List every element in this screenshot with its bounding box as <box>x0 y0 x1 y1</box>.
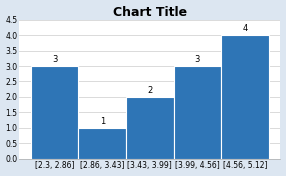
Text: 4: 4 <box>242 24 247 33</box>
Bar <box>78 128 126 159</box>
Bar <box>126 97 174 159</box>
Text: 1: 1 <box>100 117 105 126</box>
Bar <box>31 66 78 159</box>
Text: 3: 3 <box>194 55 200 64</box>
Text: 3: 3 <box>52 55 57 64</box>
Text: 2: 2 <box>147 86 152 95</box>
Title: Chart Title: Chart Title <box>113 6 187 18</box>
Bar <box>174 66 221 159</box>
Bar <box>221 35 269 159</box>
